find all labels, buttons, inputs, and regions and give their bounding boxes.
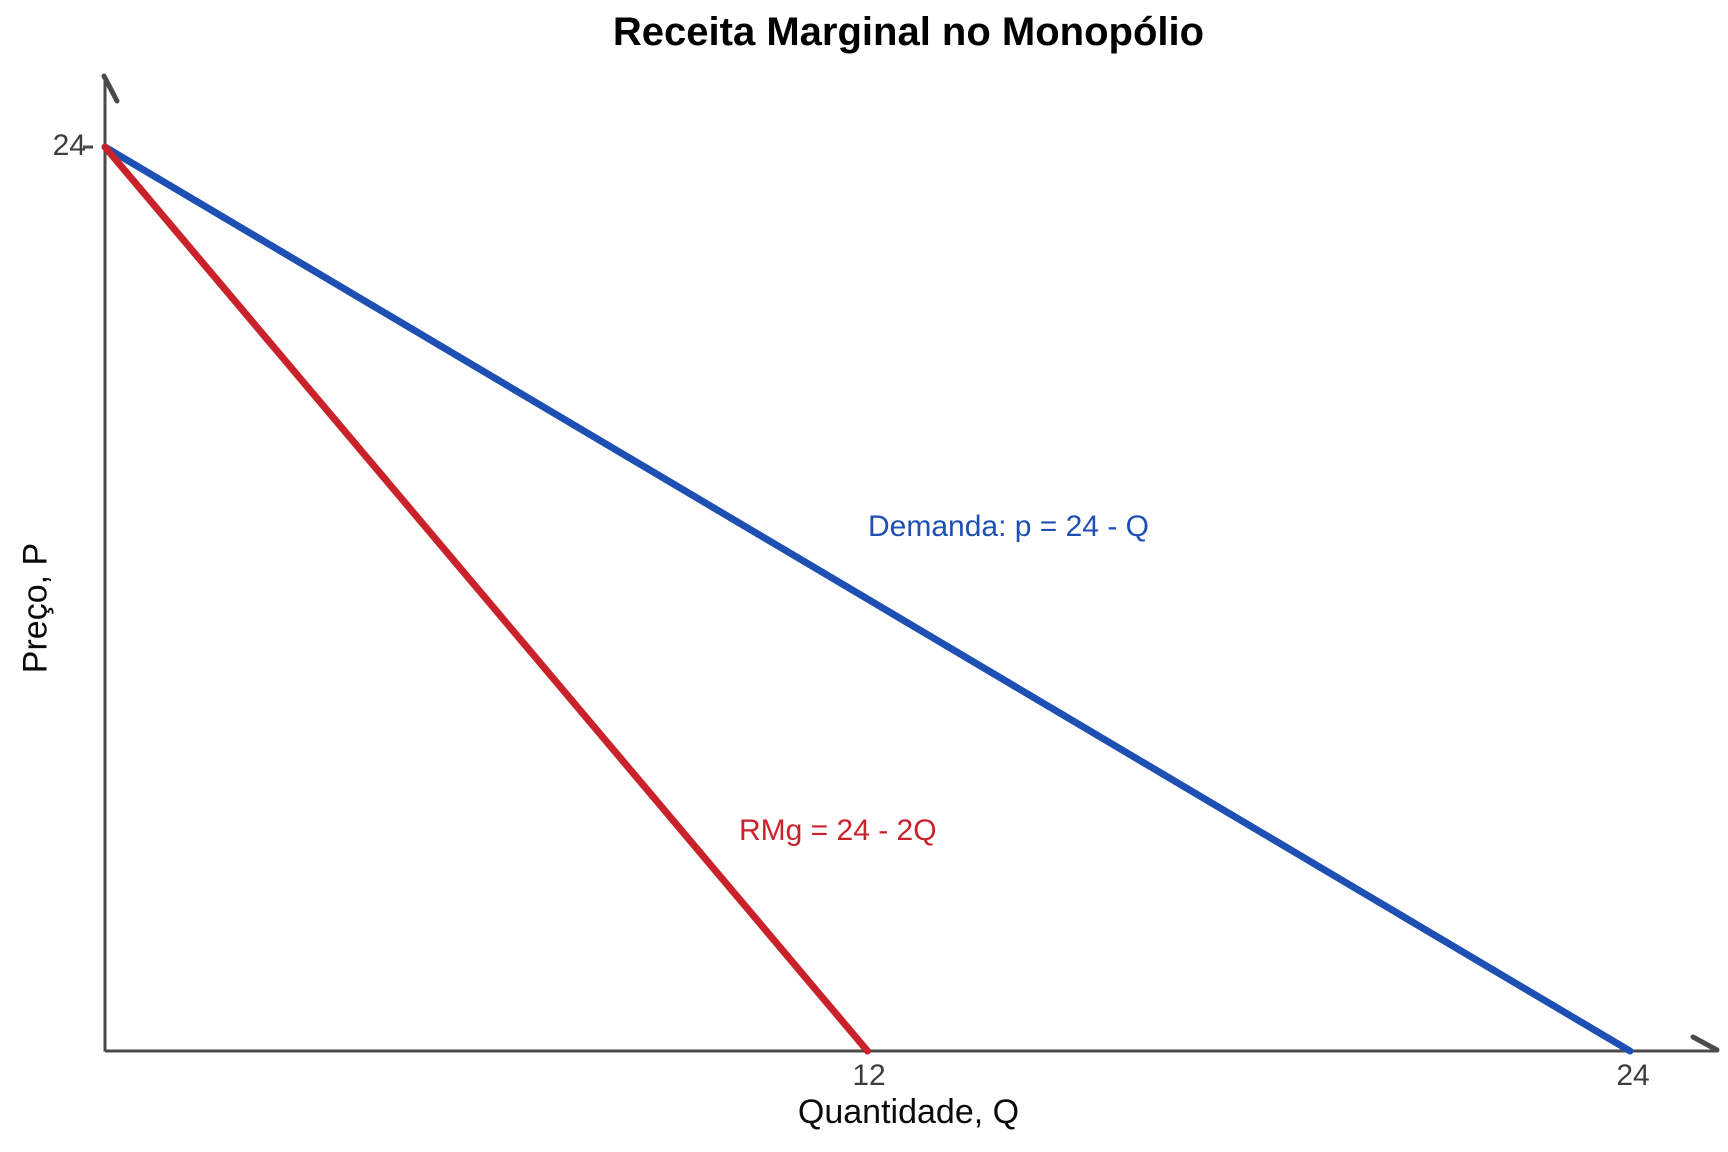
x-axis-tick-label-12: 12	[852, 1059, 886, 1092]
y-axis-tick-label-24: 24	[52, 129, 86, 162]
marginal-revenue-equation-label: RMg = 24 - 2Q	[739, 814, 937, 847]
chart-title: Receita Marginal no Monopólio	[612, 10, 1205, 54]
demand-equation-label: Demanda: p = 24 - Q	[868, 510, 1149, 543]
y-axis-label: Preço, P	[16, 542, 55, 674]
x-axis-label: Quantidade, Q	[797, 1093, 1020, 1131]
y-axis-arrow-icon	[101, 73, 120, 104]
x-axis-arrow-icon	[1690, 1034, 1720, 1053]
x-axis-tick-label-24: 24	[1616, 1059, 1650, 1092]
marginal-revenue-line	[101, 143, 871, 1055]
demand-line	[101, 143, 1634, 1055]
